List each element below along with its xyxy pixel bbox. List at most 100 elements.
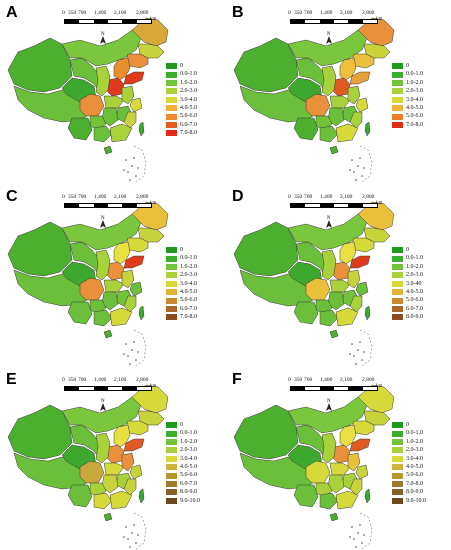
province-hlj — [131, 17, 169, 47]
province-fujian — [349, 295, 363, 313]
province-guangxi — [319, 309, 339, 327]
legend-label: 6.0-7.0 — [180, 305, 197, 312]
province-hubei — [103, 95, 125, 109]
legend-label: 5.0-6.0 — [180, 297, 197, 304]
province-yunnan — [293, 117, 319, 141]
panel-label: C — [6, 188, 18, 205]
legend-swatch — [166, 263, 177, 270]
scale-bar: 0 350 700 1,400 2,100 2,800 km — [62, 10, 158, 26]
legend-entry: 0.0-1.0 — [392, 70, 423, 78]
island-marker — [127, 171, 129, 173]
legend-label: 7.0-8.0 — [180, 314, 197, 321]
legend-swatch — [166, 464, 177, 471]
north-label: N — [327, 32, 331, 37]
legend-label: 7.0-8.0 — [406, 121, 423, 128]
province-xinjiang — [7, 404, 73, 460]
scale-tick-label: 0 — [288, 10, 291, 16]
legend-label: 3.0-40 — [406, 280, 422, 287]
scale-unit: km — [376, 384, 383, 389]
scale-tick-label: 700 — [78, 194, 87, 200]
legend-label: 5.0-6.0 — [406, 297, 423, 304]
legend-label: 7.0-8.0 — [406, 480, 423, 487]
map-panel-a: N A 0 350 700 1,400 2,100 2,800 km 0 0.0-1.0 1.0-2.… — [0, 0, 225, 183]
scale-tick-label: 1,400 — [94, 194, 107, 200]
legend-swatch — [166, 247, 177, 254]
legend: 0 0.0-1.0 1.0-2.0 2.0-3.0 3.0-4.0 4.0-5.0 5.0-… — [392, 62, 423, 129]
province-anhui — [347, 452, 361, 472]
province-zhejiang — [355, 97, 369, 113]
province-xinjiang — [7, 221, 73, 277]
legend-entry: 2.0-3.0 — [166, 446, 200, 454]
province-hubei — [329, 95, 351, 109]
nine-dash-line — [133, 512, 147, 550]
nine-dash-line — [359, 512, 373, 550]
legend-swatch — [166, 438, 177, 445]
legend-swatch — [392, 289, 403, 296]
scale-tick-label: 2,800 — [362, 194, 375, 200]
scale-tick-label: 2,100 — [114, 377, 127, 383]
province-hebei — [339, 241, 357, 265]
legend-entry: 4.0-5.0 — [166, 288, 197, 296]
province-yunnan — [67, 484, 93, 508]
legend-label: 6.0-7.0 — [406, 305, 423, 312]
legend-entry: 2.0-3.0 — [166, 87, 197, 95]
island-marker — [351, 526, 353, 528]
island-marker — [355, 546, 357, 548]
island-marker — [357, 165, 359, 167]
scale-tick-label: 1,400 — [320, 194, 333, 200]
scale-unit: km — [150, 201, 157, 206]
province-hainan — [329, 329, 339, 339]
scale-tick-label: 2,800 — [136, 377, 149, 383]
north-arrow-icon — [326, 36, 332, 44]
legend-label: 5.0-6.0 — [180, 113, 197, 120]
province-inner — [287, 396, 369, 434]
legend-label: 6.0-7.0 — [180, 121, 197, 128]
island-marker — [361, 359, 363, 361]
legend-swatch — [392, 430, 403, 437]
island-marker — [131, 165, 133, 167]
province-taiwan — [138, 488, 145, 504]
island-marker — [135, 359, 137, 361]
scale-bar: 0 350 700 1,400 2,100 2,800 km — [288, 194, 384, 210]
province-sichuan — [79, 460, 105, 484]
legend-entry: 6.0-7.0 — [166, 305, 197, 313]
island-marker — [355, 363, 357, 365]
legend-label: 3.0-4.0 — [406, 96, 423, 103]
china-choropleth-map: N — [233, 384, 395, 550]
scale-tick-label: 350 — [68, 194, 77, 200]
legend-entry: 0 — [392, 62, 423, 70]
scale-tick-label: 1,400 — [320, 10, 333, 16]
scale-tick-label: 2,100 — [340, 10, 353, 16]
province-sichuan — [79, 93, 105, 117]
province-yunnan — [67, 301, 93, 325]
province-hainan — [103, 145, 113, 155]
legend-swatch — [166, 280, 177, 287]
legend-swatch — [166, 472, 177, 479]
province-guangxi — [93, 125, 113, 143]
map-panel-f: N F 0 350 700 1,400 2,100 2,800 km 0 0.0-1.0 1.0-2.… — [226, 367, 451, 550]
legend-swatch — [392, 422, 403, 429]
province-zhejiang — [355, 464, 369, 480]
legend-entry: 4.0-5.0 — [392, 104, 423, 112]
province-fujian — [123, 111, 137, 129]
island-marker — [123, 169, 125, 171]
province-inner — [287, 213, 369, 251]
china-choropleth-map: N — [7, 384, 169, 550]
legend-swatch — [166, 430, 177, 437]
province-guangdong — [109, 490, 133, 510]
island-marker — [349, 169, 351, 171]
province-anhui — [121, 269, 135, 289]
legend-label: 0.0-1.0 — [180, 71, 197, 78]
island-marker — [351, 159, 353, 161]
scale-unit: km — [150, 17, 157, 22]
north-arrow-icon — [326, 220, 332, 228]
legend-swatch — [392, 447, 403, 454]
legend-entry: 4.0-5.0 — [392, 288, 423, 296]
island-marker — [137, 167, 139, 169]
china-choropleth-map: N — [233, 17, 395, 183]
legend-swatch — [166, 455, 177, 462]
legend-swatch — [392, 113, 403, 120]
legend: 0 0.0-1.0 1.0-2.0 2.0-3.0 3.0-4.0 4.0-5.0 5.0-… — [166, 62, 197, 138]
legend-label: 1.0-2.0 — [180, 438, 197, 445]
legend-swatch — [166, 88, 177, 95]
